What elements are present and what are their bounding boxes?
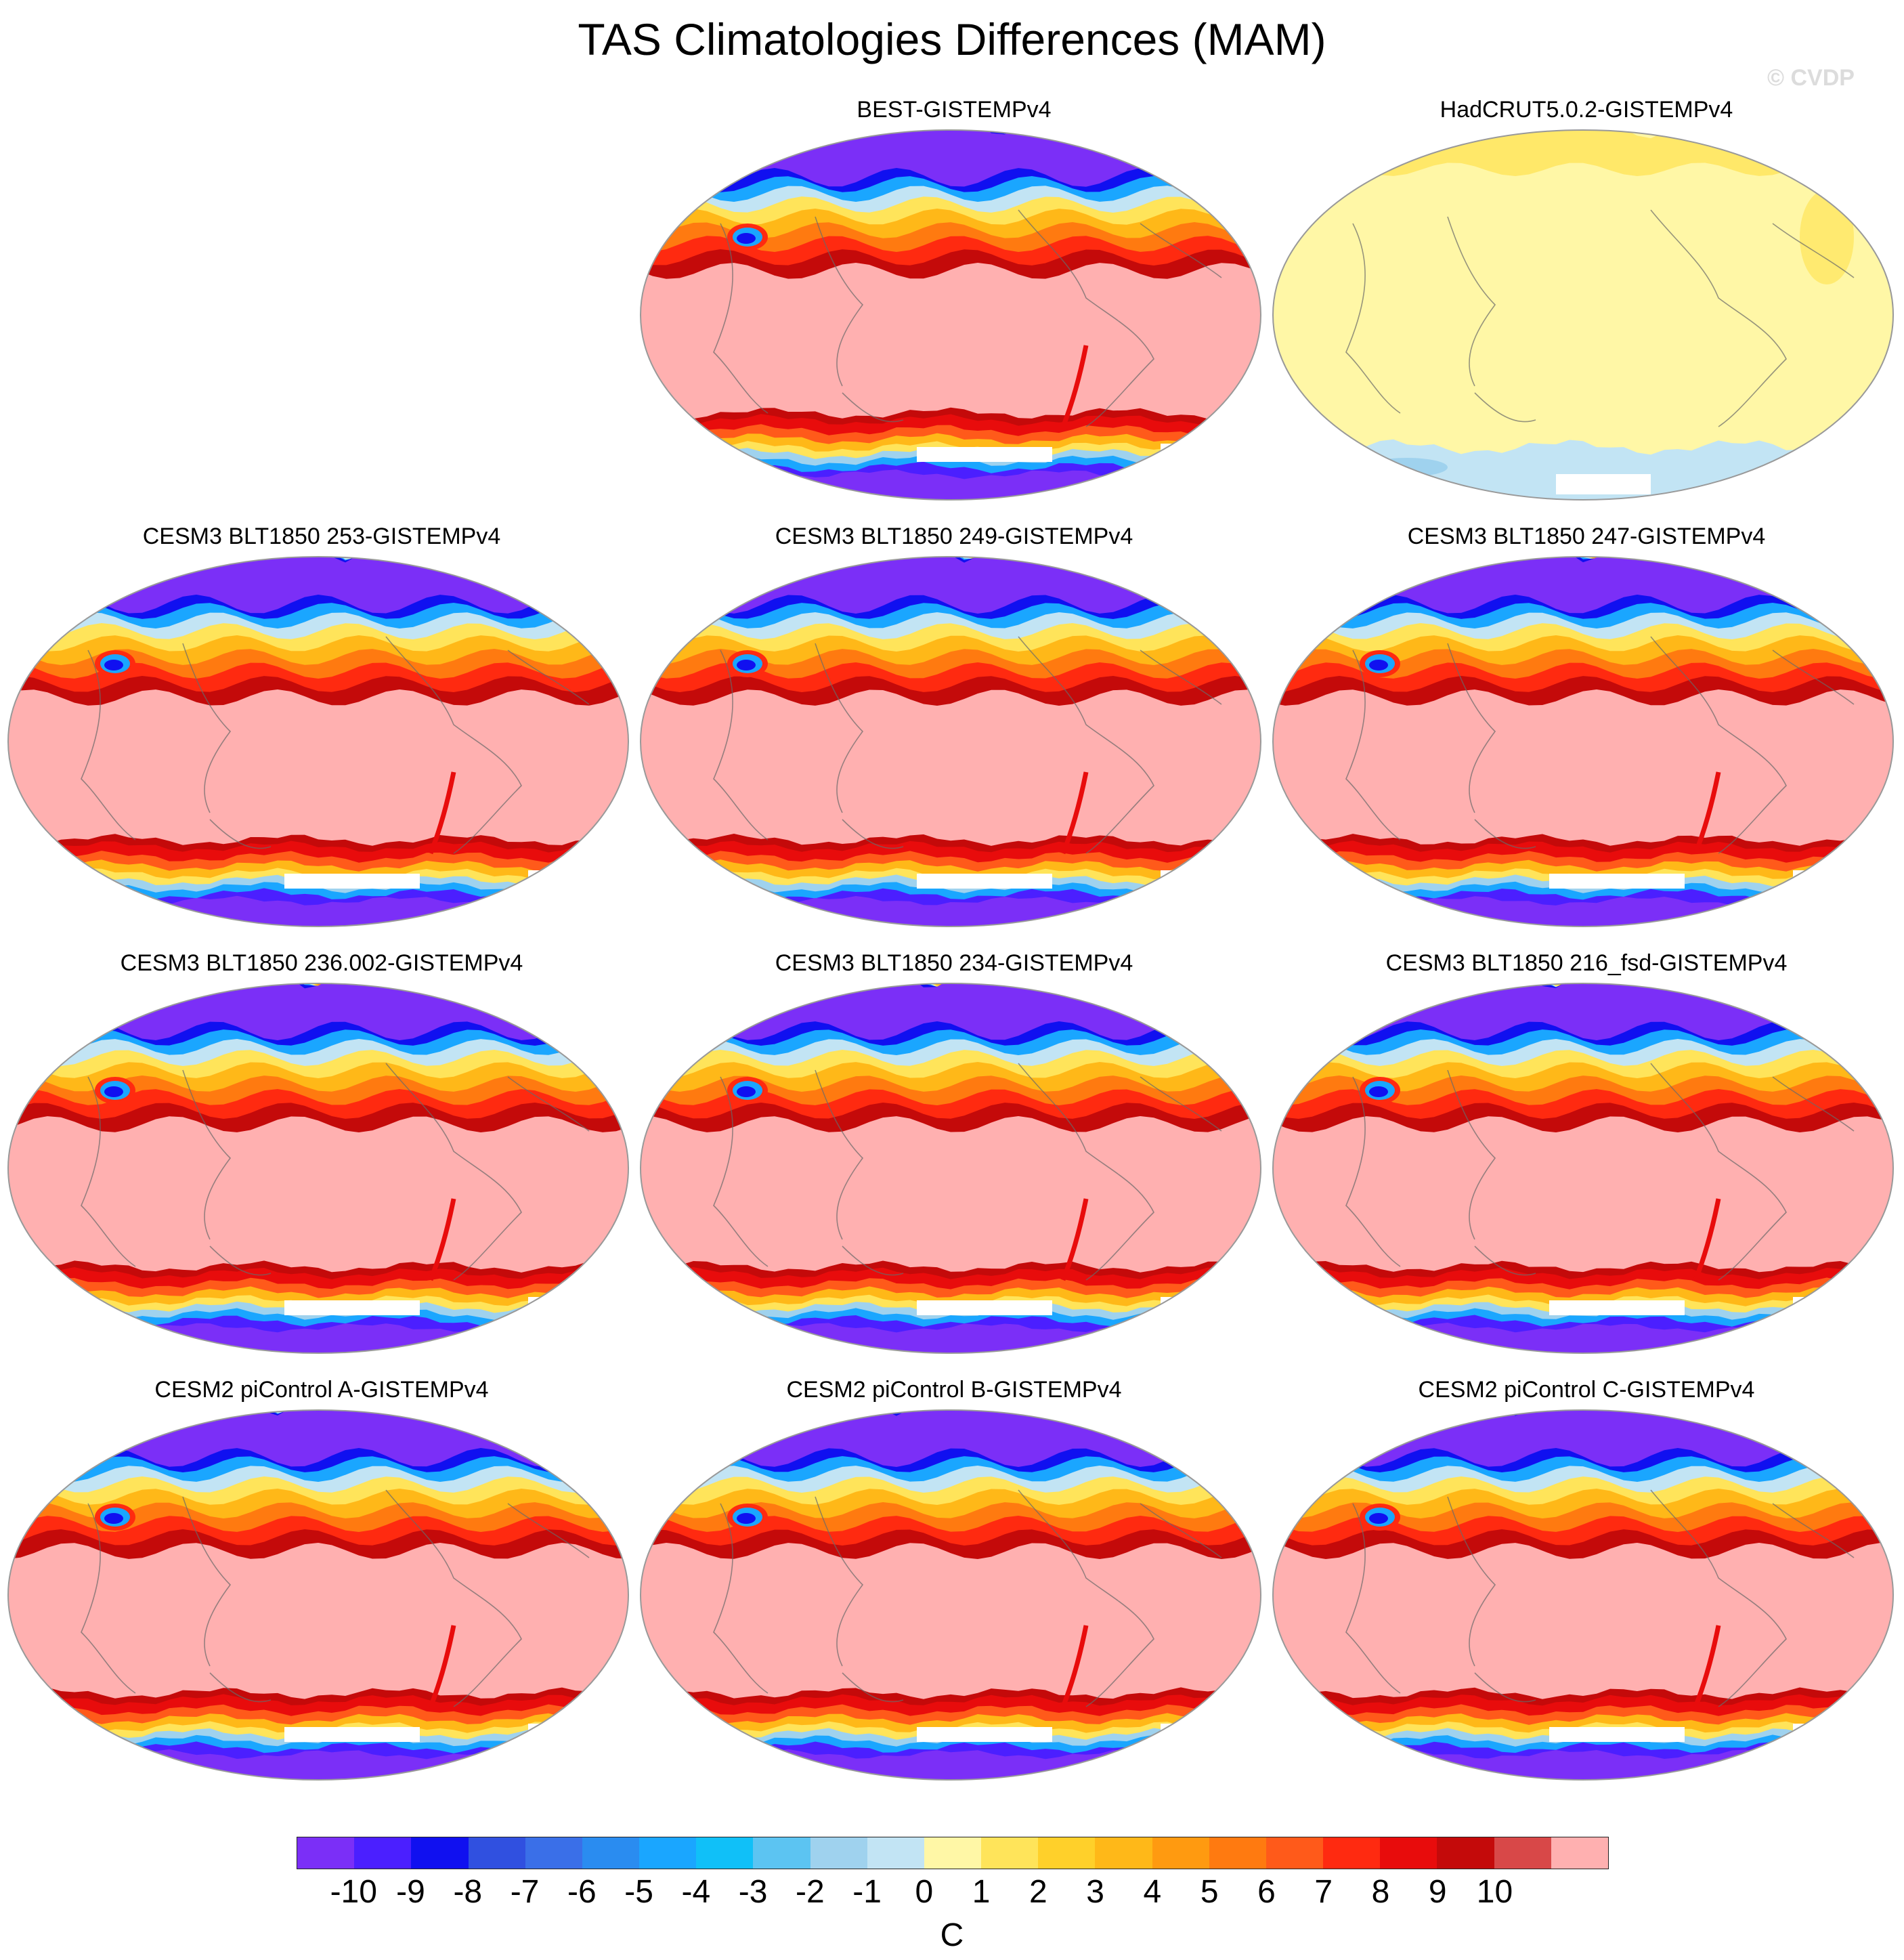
colorbar-swatch [810,1837,867,1869]
colorbar-swatch [1551,1837,1608,1869]
robinson-map [640,983,1261,1354]
map-panel: CESM2 piControl A-GISTEMPv4 [7,1376,636,1810]
robinson-map [1272,1409,1894,1781]
colorbar-swatch [1095,1837,1152,1869]
robinson-map [7,556,629,927]
colorbar-swatch [525,1837,582,1869]
colorbar-swatch [639,1837,697,1869]
colorbar-tick-label: 2 [1029,1874,1047,1910]
colorbar-tick-label: 8 [1371,1874,1390,1910]
panel-title: CESM3 BLT1850 249-GISTEMPv4 [775,524,1133,549]
panel-title: CESM3 BLT1850 247-GISTEMPv4 [1407,524,1766,549]
colorbar-tick-label: -10 [330,1874,377,1910]
colorbar-swatch [1494,1837,1551,1869]
colorbar-swatch [1437,1837,1494,1869]
robinson-map [7,1409,629,1781]
colorbar-tick-label: 1 [972,1874,991,1910]
robinson-map [640,556,1261,927]
robinson-map [1272,556,1894,927]
robinson-map [640,129,1261,500]
robinson-map [640,1409,1261,1781]
colorbar-swatch [981,1837,1039,1869]
colorbar-swatch [1209,1837,1266,1869]
colorbar-tick-label: -1 [852,1874,882,1910]
colorbar-tick-label: 4 [1143,1874,1162,1910]
panel-title: CESM3 BLT1850 236.002-GISTEMPv4 [120,950,523,976]
colorbar-swatch [696,1837,754,1869]
panel-title: HadCRUT5.0.2-GISTEMPv4 [1440,97,1733,123]
robinson-map [7,983,629,1354]
map-panel: CESM2 piControl C-GISTEMPv4 [1272,1376,1901,1810]
panel-title: CESM2 piControl A-GISTEMPv4 [154,1377,489,1403]
colorbar-swatch [582,1837,640,1869]
map-panel: CESM3 BLT1850 216_fsd-GISTEMPv4 [1272,950,1901,1383]
colorbar-tick-label: -6 [567,1874,597,1910]
colorbar-tick-label: -5 [624,1874,653,1910]
colorbar-swatch [1038,1837,1096,1869]
colorbar-tick-label: 10 [1476,1874,1513,1910]
colorbar-swatch [1265,1837,1324,1869]
panel-title: CESM3 BLT1850 234-GISTEMPv4 [775,950,1133,976]
panel-title: CESM2 piControl C-GISTEMPv4 [1418,1377,1755,1403]
colorbar-tick-label: 6 [1257,1874,1276,1910]
map-panel: CESM3 BLT1850 247-GISTEMPv4 [1272,523,1901,956]
panel-title: CESM3 BLT1850 216_fsd-GISTEMPv4 [1385,950,1788,976]
page-title: TAS Climatologies Differences (MAM) [578,14,1326,64]
colorbar [297,1837,1609,1869]
colorbar-tick-label: -7 [510,1874,540,1910]
colorbar-swatch [468,1837,525,1869]
colorbar-swatch [753,1837,810,1869]
colorbar-swatch [1152,1837,1209,1869]
colorbar-tick-label: -4 [681,1874,711,1910]
map-panel: CESM3 BLT1850 249-GISTEMPv4 [639,523,1269,956]
colorbar-tick-label: -3 [738,1874,768,1910]
colorbar-swatch [1323,1837,1381,1869]
colorbar-units: C [940,1917,964,1953]
panel-title: CESM3 BLT1850 253-GISTEMPv4 [142,524,501,549]
panel-title: CESM2 piControl B-GISTEMPv4 [786,1377,1122,1403]
colorbar-tick-label: -8 [453,1874,483,1910]
map-panel: BEST-GISTEMPv4 [639,96,1269,530]
robinson-map [1272,129,1894,500]
colorbar-tick-label: 3 [1086,1874,1104,1910]
map-panel: CESM3 BLT1850 236.002-GISTEMPv4 [7,950,636,1383]
map-panel: HadCRUT5.0.2-GISTEMPv4 [1272,96,1901,530]
colorbar-swatch [297,1837,355,1869]
colorbar-tick-label: -2 [796,1874,825,1910]
map-panel: CESM3 BLT1850 253-GISTEMPv4 [7,523,636,956]
panel-title: BEST-GISTEMPv4 [857,97,1052,123]
map-panel: CESM2 piControl B-GISTEMPv4 [639,1376,1269,1810]
map-panel: CESM3 BLT1850 234-GISTEMPv4 [639,950,1269,1383]
watermark: © CVDP [1767,65,1855,91]
colorbar-swatch [1380,1837,1437,1869]
colorbar-tick-label: 7 [1314,1874,1333,1910]
colorbar-tick-label: 9 [1428,1874,1447,1910]
colorbar-swatch [867,1837,924,1869]
robinson-map [1272,983,1894,1354]
colorbar-swatch [354,1837,412,1869]
colorbar-swatch [411,1837,469,1869]
colorbar-swatch [924,1837,982,1869]
colorbar-tick-label: -9 [396,1874,425,1910]
colorbar-tick-label: 0 [915,1874,934,1910]
colorbar-tick-label: 5 [1200,1874,1219,1910]
